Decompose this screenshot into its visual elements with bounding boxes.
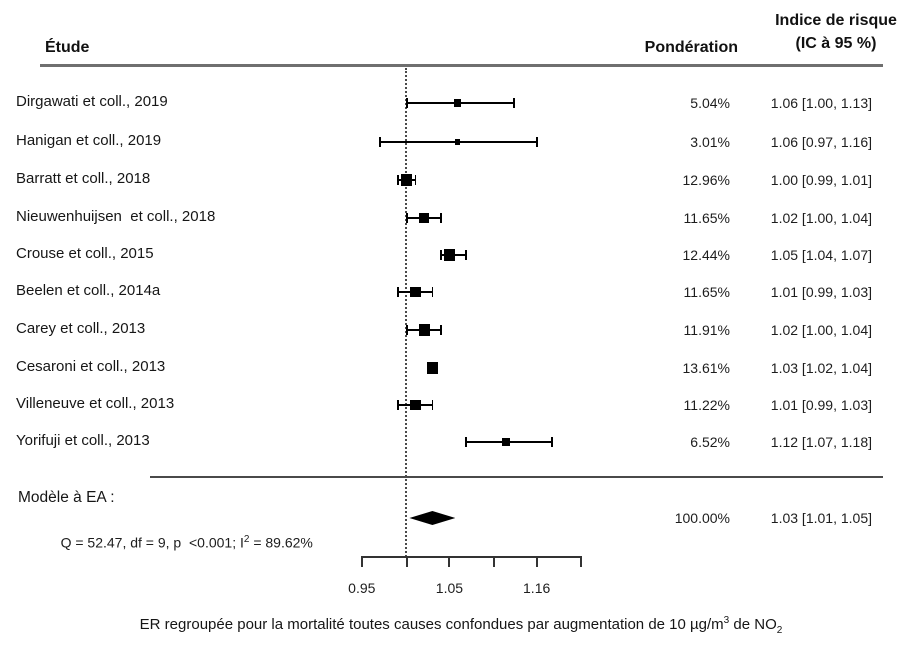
ci-cap-right xyxy=(512,98,515,108)
x-axis-tick xyxy=(360,556,363,567)
study-weight: 12.96% xyxy=(682,172,730,188)
x-axis-tick xyxy=(579,556,582,567)
caption-text-1: ER regroupée pour la mortalité toutes ca… xyxy=(139,616,724,633)
study-weight: 11.65% xyxy=(683,210,730,226)
study-ci-text: 1.12 [1.07, 1.18] xyxy=(770,434,872,450)
study-label: Nieuwenhuijsen et coll., 2018 xyxy=(16,208,216,225)
header-rule xyxy=(40,64,883,67)
caption-superscript-3: 3 xyxy=(723,615,730,626)
ci-cap-right xyxy=(431,400,434,410)
study-weight: 5.04% xyxy=(690,95,730,111)
summary-diamond xyxy=(409,511,456,525)
study-ci-text: 1.06 [1.00, 1.13] xyxy=(770,95,872,111)
ci-cap-right xyxy=(465,250,467,260)
x-axis-tick-label: 1.16 xyxy=(523,580,551,596)
study-weight: 11.22% xyxy=(683,397,730,413)
effect-square xyxy=(418,324,430,336)
ci-cap-left xyxy=(397,287,399,297)
study-ci-text: 1.02 [1.00, 1.04] xyxy=(770,322,872,338)
x-axis-tick-label: 1.05 xyxy=(435,580,464,596)
x-axis-line xyxy=(361,556,581,558)
study-label: Cesaroni et coll., 2013 xyxy=(16,358,166,375)
risk-column-header: Indice de risque (IC à 95 %) xyxy=(764,9,908,55)
caption: ER regroupée pour la mortalité toutes ca… xyxy=(0,615,922,636)
effect-square xyxy=(410,399,421,411)
study-ci-text: 1.05 [1.04, 1.07] xyxy=(770,247,872,263)
caption-subscript-2: 2 xyxy=(776,625,783,636)
x-axis-tick xyxy=(493,556,496,567)
effect-square xyxy=(400,174,413,186)
study-ci-text: 1.01 [0.99, 1.03] xyxy=(770,397,872,413)
study-ci-text: 1.01 [0.99, 1.03] xyxy=(770,284,872,300)
effect-square xyxy=(418,212,430,224)
study-label: Hanigan et coll., 2019 xyxy=(16,132,162,149)
ci-cap-left xyxy=(405,98,408,108)
effect-square xyxy=(426,362,439,374)
study-ci-text: 1.06 [0.97, 1.16] xyxy=(770,134,872,150)
x-axis-tick xyxy=(405,556,408,567)
study-weight: 11.65% xyxy=(683,284,730,300)
effect-square xyxy=(501,437,510,447)
ci-cap-right xyxy=(440,213,442,223)
null-effect-line xyxy=(405,68,407,557)
ci-cap-left xyxy=(397,175,399,185)
ci-cap-left xyxy=(397,400,399,410)
study-weight: 11.91% xyxy=(683,322,730,338)
ci-cap-right xyxy=(440,325,442,335)
study-label: Barratt et coll., 2018 xyxy=(16,170,151,187)
ci-cap-right xyxy=(431,287,434,297)
study-ci-text: 1.03 [1.02, 1.04] xyxy=(770,360,872,376)
heterogeneity-i2-superscript: 2 xyxy=(243,534,250,545)
effect-square xyxy=(409,286,421,298)
heterogeneity-stats-suffix: = 89.62% xyxy=(249,534,313,551)
caption-text-2: de NO xyxy=(729,616,777,633)
study-label: Dirgawati et coll., 2019 xyxy=(16,93,168,110)
study-weight: 3.01% xyxy=(690,134,730,150)
effect-square xyxy=(443,249,456,261)
effect-square xyxy=(454,139,461,145)
summary-weight: 100.00% xyxy=(674,510,730,526)
study-label: Beelen et coll., 2014a xyxy=(16,282,161,299)
x-axis-tick xyxy=(535,556,538,567)
x-axis-tick xyxy=(448,556,451,567)
study-column-header: Étude xyxy=(45,39,90,56)
risk-column-header-line2: (IC à 95 %) xyxy=(795,35,877,52)
x-axis-tick-label: 0.95 xyxy=(348,580,376,596)
study-ci-text: 1.00 [0.99, 1.01] xyxy=(770,172,872,188)
ci-cap-left xyxy=(405,213,408,223)
study-label: Yorifuji et coll., 2013 xyxy=(16,432,150,449)
ci-cap-right xyxy=(414,175,417,185)
ci-cap-left xyxy=(379,137,381,147)
heterogeneity-stats-prefix: Q = 52.47, df = 9, p <0.001; I xyxy=(60,534,244,551)
ci-cap-left xyxy=(465,437,467,447)
study-label: Carey et coll., 2013 xyxy=(16,320,146,337)
summary-ci-text: 1.03 [1.01, 1.05] xyxy=(770,510,872,526)
ci-cap-left xyxy=(405,325,408,335)
model-label: Modèle à EA : xyxy=(18,489,115,506)
study-label: Villeneuve et coll., 2013 xyxy=(16,395,175,412)
ci-cap-left xyxy=(440,250,442,260)
heterogeneity-stats: Q = 52.47, df = 9, p <0.001; I2 = 89.62% xyxy=(45,510,313,573)
risk-column-header-line1: Indice de risque xyxy=(775,12,897,29)
ci-cap-right xyxy=(535,137,538,147)
study-weight: 13.61% xyxy=(682,360,730,376)
effect-square xyxy=(454,99,462,107)
summary-rule xyxy=(150,476,883,478)
study-ci-text: 1.02 [1.00, 1.04] xyxy=(770,210,872,226)
ci-cap-right xyxy=(550,437,553,447)
study-label: Crouse et coll., 2015 xyxy=(16,245,154,262)
weight-column-header: Pondération xyxy=(644,39,738,56)
study-weight: 6.52% xyxy=(690,434,730,450)
study-weight: 12.44% xyxy=(682,247,730,263)
